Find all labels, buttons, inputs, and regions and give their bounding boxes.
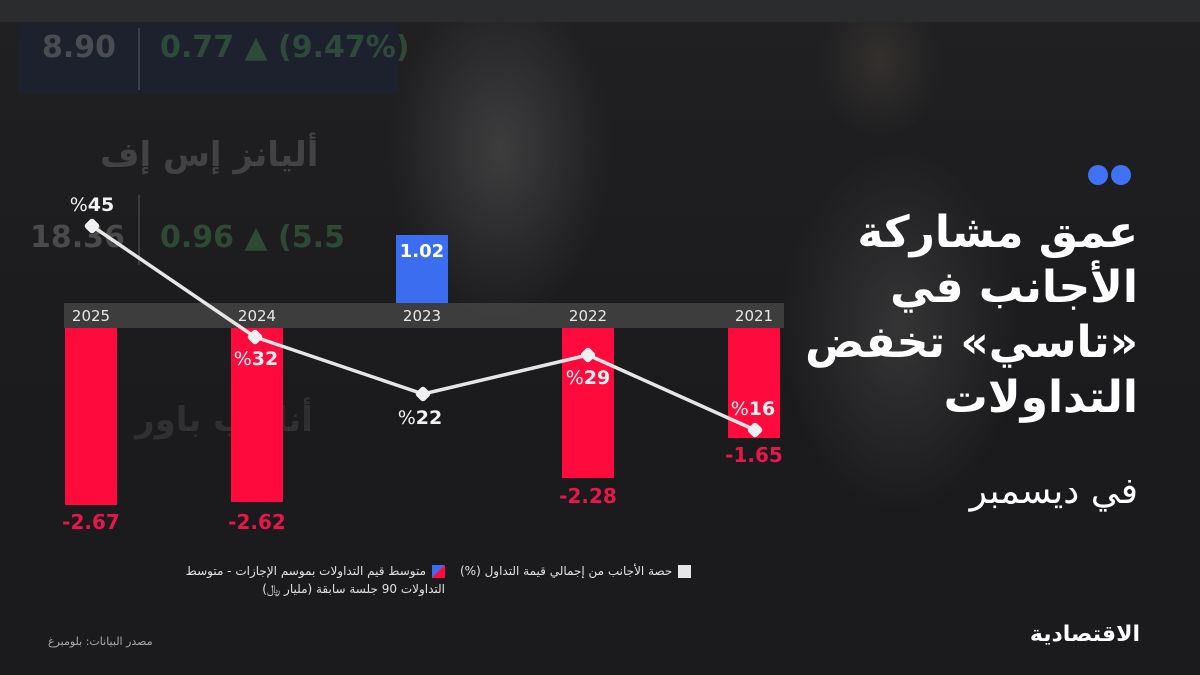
accent-dots — [1088, 165, 1131, 185]
accent-dot-icon — [1111, 165, 1131, 185]
background-ticker-change-2: 0.96 ▲ (5.5 — [160, 220, 345, 255]
share-label-2024: %32 — [233, 348, 279, 370]
bar-value-2021: -1.65 — [725, 443, 783, 467]
headline-line-3: «تاسي» تخفض — [805, 317, 1138, 368]
share-label-2023: %22 — [397, 407, 443, 429]
year-label-2025: 2025 — [71, 307, 111, 325]
bar-value-2023: 1.02 — [399, 241, 445, 262]
year-label-2023: 2023 — [402, 307, 442, 325]
year-label-2022: 2022 — [568, 307, 608, 325]
legend-item-average: متوسط قيم التداولات بموسم الإجازات - متو… — [185, 564, 445, 596]
background-top-bar — [0, 0, 1200, 22]
headline-line-2: الأجانب في — [890, 262, 1138, 313]
background-ticker-divider — [138, 28, 140, 90]
background-ticker-price: 8.90 — [42, 30, 117, 65]
bar-2023 — [396, 235, 448, 303]
data-source: مصدر البيانات: بلومبرغ — [48, 635, 153, 648]
bar-2025 — [65, 328, 117, 505]
year-label-2021: 2021 — [734, 307, 774, 325]
headline-subtitle: في ديسمبر — [969, 471, 1138, 512]
background-ticker-name: أليانز إس إف — [100, 135, 319, 175]
legend-swatch-white-icon — [678, 565, 692, 578]
year-axis-band — [64, 303, 784, 328]
background-ticker-change: 0.77 ▲ (9.47%) — [160, 30, 410, 65]
background-ticker-panel — [18, 24, 398, 94]
accent-dot-icon — [1088, 165, 1108, 185]
share-label-2022: %29 — [565, 367, 611, 389]
background-ticker-divider-2 — [138, 195, 140, 265]
headline-line-4: التداولات — [943, 372, 1138, 423]
legend-swatch-blue-red-icon — [432, 565, 445, 578]
bar-value-2022: -2.28 — [559, 484, 617, 508]
legend-item-share: حصة الأجانب من إجمالي قيمة التداول (%) — [460, 562, 692, 580]
bar-2021 — [728, 328, 780, 438]
publisher-logo: الاقتصادية — [1029, 622, 1140, 647]
bar-2024 — [231, 328, 283, 502]
share-label-2021: %16 — [730, 398, 776, 420]
headline: عمق مشاركة الأجانب في «تاسي» تخفض التداو… — [798, 205, 1138, 425]
year-label-2024: 2024 — [237, 307, 277, 325]
share-label-2025: %45 — [69, 194, 115, 216]
bar-value-2024: -2.62 — [228, 510, 286, 534]
bar-value-2025: -2.67 — [62, 510, 120, 534]
headline-line-1: عمق مشاركة — [857, 207, 1138, 258]
background-ghost-name: أنابيب باور — [135, 400, 313, 440]
